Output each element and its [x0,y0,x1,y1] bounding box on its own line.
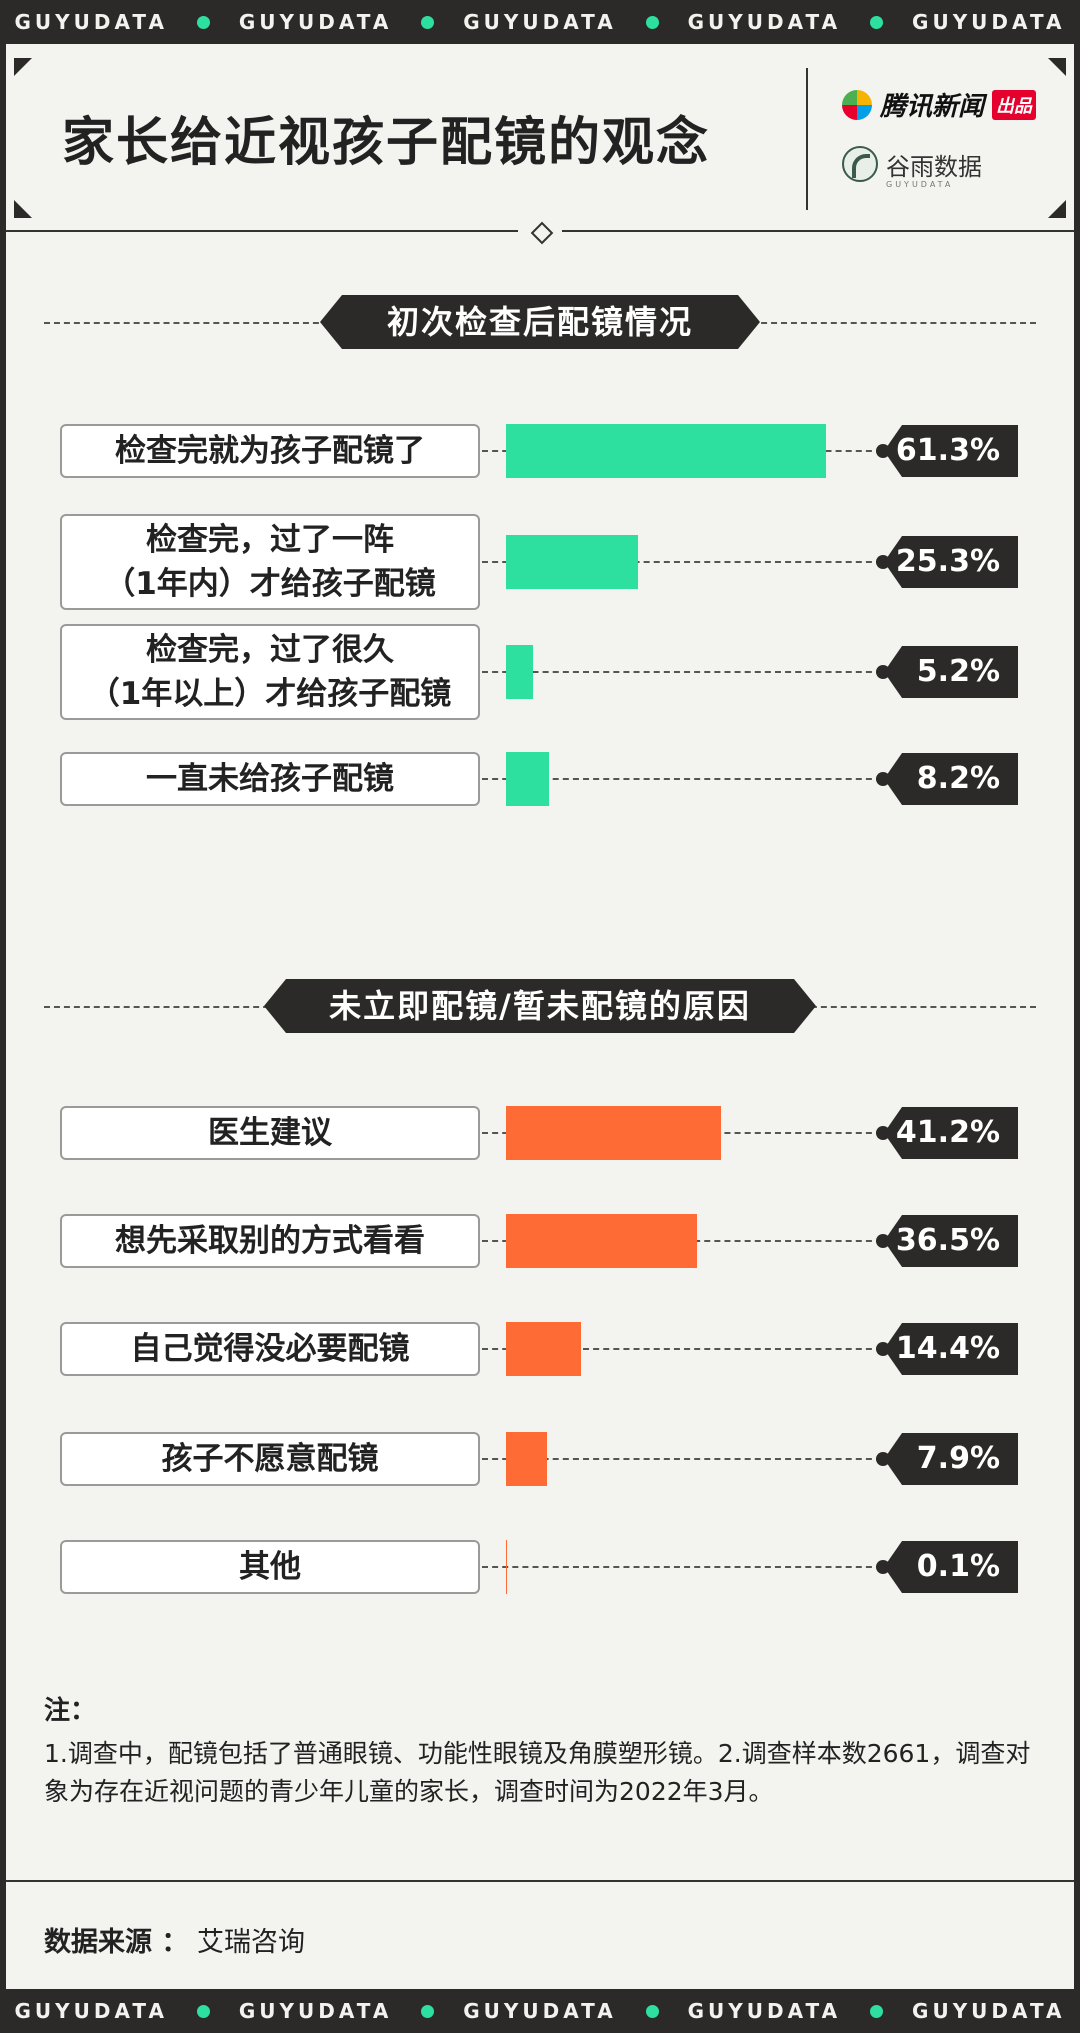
page-title: 家长给近视孩子配镜的观念 [62,113,711,173]
bar [506,424,826,478]
category-label-line: 检查完，过了一阵 [145,522,394,558]
value-label: 7.9% [884,1433,1018,1485]
leader-line [482,778,882,780]
bar [506,1432,548,1486]
corner-decoration [1048,58,1066,76]
section-title: 未立即配镜/暂未配镜的原因 [264,979,816,1033]
category-label-line: （1年以上）才给孩子配镜 [88,676,452,712]
watermark-text: GUYUDATA [912,1999,1066,2023]
watermark-text: GUYUDATA [687,1999,842,2023]
watermark-dot-icon [645,15,659,29]
watermark-dot-icon [870,2004,884,2018]
data-source-value: 艾瑞咨询 [197,1927,305,1958]
bar [506,752,549,806]
category-label: 自己觉得没必要配镜 [60,1322,480,1376]
notes: 注： 1.调查中，配镜包括了普通眼镜、功能性眼镜及角膜塑形镜。2.调查样本数26… [44,1690,1044,1811]
category-label: 孩子不愿意配镜 [60,1432,480,1486]
bar [506,1540,507,1594]
category-label-line: 检查完就为孩子配镜了 [115,433,425,469]
category-label-line: 孩子不愿意配镜 [161,1441,379,1477]
watermark-strip-top: GUYUDATA GUYUDATA GUYUDATA GUYUDATA GUYUDATA [0,0,1080,44]
watermark-text: GUYUDATA [463,10,617,34]
leader-line [482,1566,882,1568]
watermark-text: GUYUDATA [14,1999,168,2023]
leader-line [482,1458,882,1460]
watermark-dot-icon [196,2004,210,2018]
category-label-line: 其他 [239,1549,301,1585]
header-rule-right [562,230,1074,232]
tencent-news-tag: 出品 [992,89,1037,120]
data-source: 数据来源 ： 艾瑞咨询 [44,1920,305,1959]
bar [506,1322,582,1376]
bar [506,645,534,699]
category-label: 一直未给孩子配镜 [60,752,480,806]
corner-decoration [1048,200,1066,218]
watermark-text: GUYUDATA [238,1999,393,2023]
value-label: 41.2% [884,1107,1018,1159]
watermark-strip-bottom: GUYUDATA GUYUDATA GUYUDATA GUYUDATA GUYUDATA [0,1989,1080,2033]
corner-decoration [14,58,32,76]
value-label: 61.3% [884,425,1018,477]
header-divider [806,68,808,210]
category-label-line: 医生建议 [208,1115,332,1151]
category-label-line: 自己觉得没必要配镜 [130,1331,410,1367]
bar [506,1106,722,1160]
category-label-line: 想先采取别的方式看看 [115,1223,425,1259]
bar [506,535,639,589]
category-label: 检查完，过了很久 （1年以上）才给孩子配镜 [60,624,480,720]
watermark-dot-icon [421,15,435,29]
category-label: 其他 [60,1540,480,1594]
guyu-data-brand: 谷雨数据 GUYUDATA [842,146,982,189]
watermark-dot-icon [870,15,884,29]
bar [506,1214,697,1268]
value-label: 14.4% [884,1323,1018,1375]
section-title: 初次检查后配镜情况 [320,295,760,349]
value-label: 36.5% [884,1215,1018,1267]
data-source-label: 数据来源 ： [44,1927,189,1958]
category-label-line: 一直未给孩子配镜 [146,761,394,797]
watermark-text: GUYUDATA [687,10,842,34]
notes-text: 1.调查中，配镜包括了普通眼镜、功能性眼镜及角膜塑形镜。2.调查样本数2661，… [44,1739,1031,1806]
value-label: 5.2% [884,646,1018,698]
leader-line [482,561,882,563]
leader-line [482,1348,882,1350]
notes-title: 注： [44,1696,97,1726]
value-label: 0.1% [884,1541,1018,1593]
watermark-dot-icon [421,2004,435,2018]
tencent-news-logo-icon [842,89,872,120]
watermark-text: GUYUDATA [912,10,1066,34]
value-label: 25.3% [884,536,1018,588]
tencent-news-brand: 腾讯新闻 出品 [842,86,1037,123]
guyu-data-sub: GUYUDATA [886,180,954,189]
category-label-line: 检查完，过了很久 [145,632,394,668]
source-divider [6,1880,1074,1882]
watermark-dot-icon [645,2004,659,2018]
category-label: 想先采取别的方式看看 [60,1214,480,1268]
guyu-bird-logo-icon [842,146,878,182]
watermark-text: GUYUDATA [463,1999,617,2023]
tencent-news-name: 腾讯新闻 [880,92,985,122]
watermark-dot-icon [196,15,210,29]
category-label: 检查完，过了一阵 （1年内）才给孩子配镜 [60,514,480,610]
category-label: 医生建议 [60,1106,480,1160]
category-label-line: （1年内）才给孩子配镜 [104,566,436,602]
watermark-text: GUYUDATA [14,10,168,34]
leader-line [482,671,882,673]
corner-decoration [14,200,32,218]
watermark-text: GUYUDATA [238,10,393,34]
category-label: 检查完就为孩子配镜了 [60,424,480,478]
value-label: 8.2% [884,753,1018,805]
header-rule-left [6,230,518,232]
guyu-data-name: 谷雨数据 [886,152,982,181]
